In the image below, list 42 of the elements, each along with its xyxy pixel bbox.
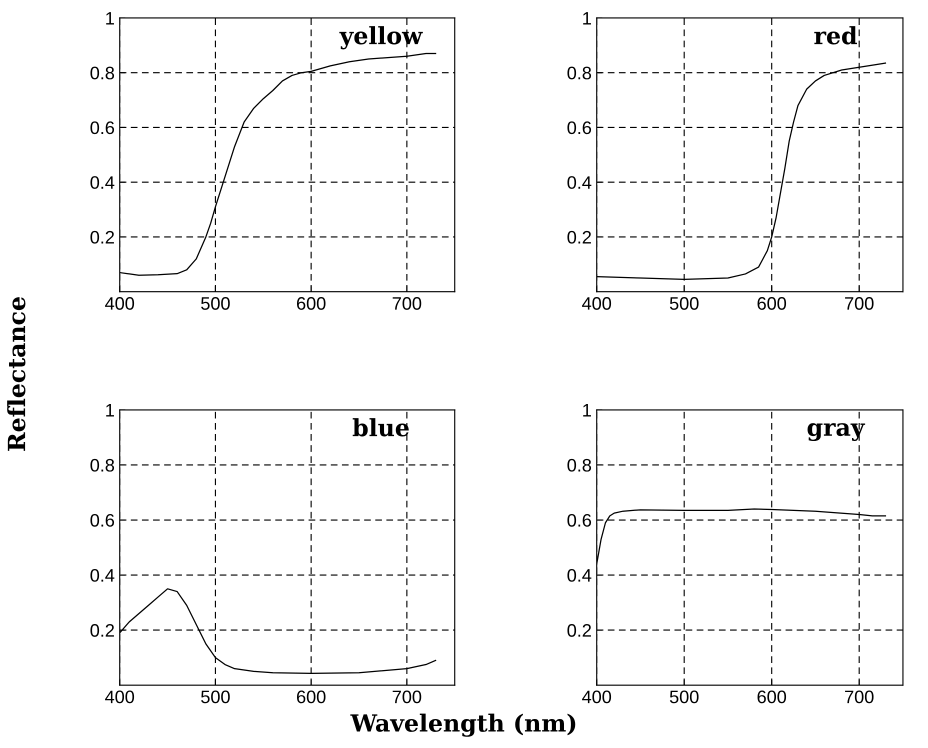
y-tick-label: 0.8 xyxy=(90,66,114,80)
x-tick-label: 600 xyxy=(758,690,786,704)
x-axis-title: Wavelength (nm) xyxy=(350,714,576,737)
y-tick-label: 0.6 xyxy=(90,514,114,527)
y-tick-label: 0.6 xyxy=(567,121,592,134)
x-tick-label: 600 xyxy=(758,297,786,310)
y-tick-label: 0.4 xyxy=(90,176,114,189)
y-tick-label: 0.2 xyxy=(90,230,114,244)
y-tick-label: 0.8 xyxy=(567,458,592,472)
y-tick-label: 0.4 xyxy=(567,176,592,189)
y-tick-label: 0.4 xyxy=(567,568,592,582)
y-tick-label: 0.2 xyxy=(90,624,114,637)
y-tick-label: 0.4 xyxy=(90,568,114,582)
y-tick-label: 0.8 xyxy=(567,66,592,80)
x-tick-label: 700 xyxy=(845,297,874,310)
chart-title: yellow xyxy=(339,26,423,50)
y-tick-label: 0.6 xyxy=(567,514,592,527)
x-tick-label: 600 xyxy=(297,690,326,704)
x-tick-label: 700 xyxy=(392,690,422,704)
y-tick-label: 0.2 xyxy=(567,624,591,637)
x-tick-label: 700 xyxy=(845,690,874,704)
y-tick-label: 1 xyxy=(583,404,591,416)
y-tick-label: 1 xyxy=(106,12,114,24)
y-tick-label: 1 xyxy=(583,12,591,24)
x-tick-label: 400 xyxy=(105,297,134,310)
chart-title: blue xyxy=(352,418,409,436)
y-axis-title: Reflectance xyxy=(7,297,26,451)
x-tick-label: 400 xyxy=(105,690,134,704)
y-tick-label: 0.8 xyxy=(90,458,114,472)
y-tick-label: 1 xyxy=(106,404,114,416)
x-tick-label: 600 xyxy=(297,297,326,310)
chart-title: gray xyxy=(808,423,866,442)
x-tick-label: 500 xyxy=(201,690,230,704)
chart-title: red xyxy=(814,26,858,44)
x-tick-label: 400 xyxy=(582,297,612,310)
x-tick-label: 500 xyxy=(670,690,699,704)
y-tick-label: 0.2 xyxy=(567,230,591,244)
x-tick-label: 400 xyxy=(582,690,612,704)
x-tick-label: 500 xyxy=(201,297,230,310)
x-tick-label: 700 xyxy=(392,297,422,310)
y-tick-label: 0.6 xyxy=(90,121,114,134)
x-tick-label: 500 xyxy=(670,297,699,310)
